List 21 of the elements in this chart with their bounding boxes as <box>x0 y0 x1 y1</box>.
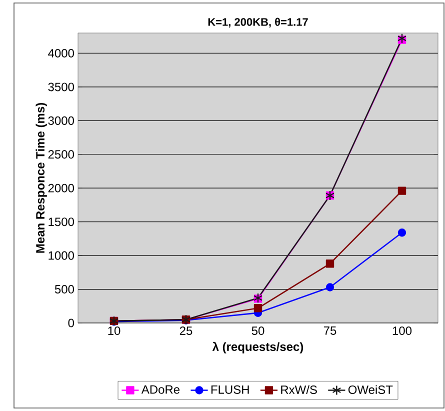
y-tick-label: 2000 <box>48 184 74 192</box>
legend-label: RxW/S <box>281 385 317 394</box>
y-tick-label: 2500 <box>48 150 74 159</box>
x-tick-label: 25 <box>180 326 192 336</box>
y-tick-label: 3000 <box>48 116 74 125</box>
y-tick-label: 3500 <box>48 82 74 92</box>
y-tick-label: 1500 <box>48 218 74 226</box>
chart-title: K=1, 200KB, θ=1.17 <box>208 18 308 28</box>
x-tick-label: 100 <box>392 326 412 336</box>
x-axis-title: λ (requests/sec) <box>212 342 304 354</box>
legend-label: OWeiST <box>348 385 393 394</box>
y-tick-label: 0 <box>68 318 74 328</box>
x-tick-label: 50 <box>252 326 264 336</box>
y-tick-label: 1000 <box>48 251 74 260</box>
y-tick-label: 500 <box>54 285 74 294</box>
y-tick-label: 4000 <box>48 48 74 58</box>
x-tick-label: 10 <box>108 326 120 336</box>
legend-label: ADoRe <box>141 385 180 394</box>
x-tick-label: 75 <box>324 326 336 335</box>
legend-label: FLUSH <box>211 385 249 394</box>
y-axis-title: Mean Responce Time (ms) <box>36 103 47 253</box>
